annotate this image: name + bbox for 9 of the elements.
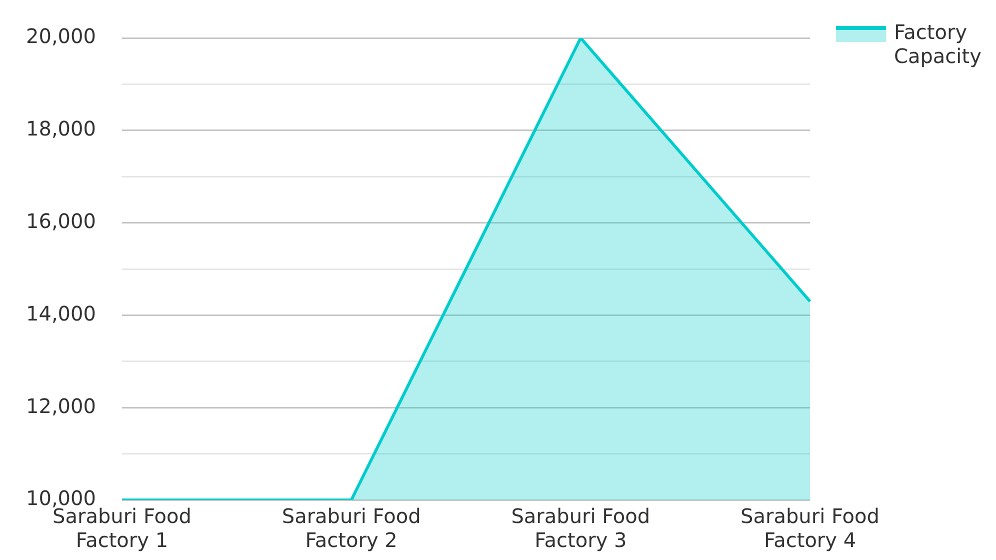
x-tick-label: Saraburi Food Factory 4	[740, 504, 880, 552]
legend-label: Factory Capacity	[894, 20, 982, 68]
y-tick-label: 16,000	[26, 209, 96, 234]
y-tick-label: 18,000	[26, 116, 96, 141]
y-tick-label: 12,000	[26, 394, 96, 418]
x-tick-label: Saraburi Food Factory 3	[511, 504, 650, 552]
y-tick-label: 20,000	[26, 24, 96, 48]
y-tick-label: 14,000	[26, 301, 96, 326]
x-tick-label: Saraburi Food Factory 2	[282, 504, 421, 552]
